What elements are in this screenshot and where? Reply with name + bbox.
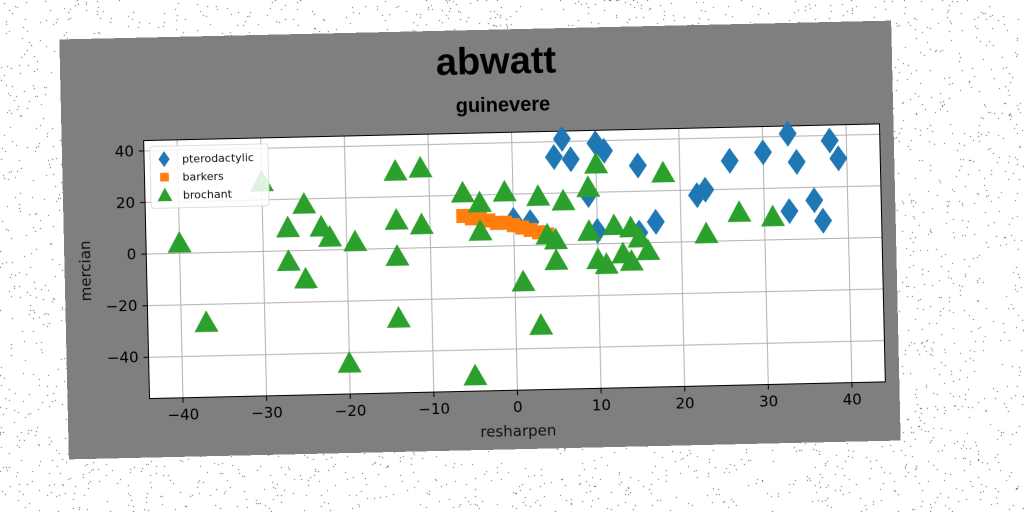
x-tick-label: 20: [675, 394, 694, 412]
x-grid-line: [678, 128, 686, 387]
brochant-point: [651, 160, 676, 183]
brochant-point: [511, 269, 536, 292]
brochant-point: [292, 192, 317, 214]
pterodactylic-point: [720, 147, 739, 174]
brochant-point: [727, 200, 752, 223]
brochant-point: [463, 363, 488, 386]
x-tick-label: −20: [335, 402, 367, 421]
brochant-point: [385, 244, 410, 267]
pterodactylic-point: [814, 207, 833, 234]
chart-title: abwatt: [435, 39, 557, 84]
legend: pterodactylic barkers brochant: [149, 143, 270, 209]
legend-label-brochant: brochant: [183, 188, 233, 202]
legend-marker-pterodactylic: [158, 151, 170, 168]
brochant-point: [408, 155, 433, 178]
x-grid-line: [343, 136, 351, 394]
x-tick-label: 10: [592, 396, 611, 414]
y-tick-label: 20: [116, 194, 135, 212]
brochant-point: [337, 351, 362, 373]
brochant-point: [343, 229, 368, 252]
brochant-point: [636, 238, 661, 261]
brochant-point: [450, 180, 475, 203]
x-tick-label: 30: [759, 392, 778, 410]
pterodactylic-point: [544, 144, 563, 171]
x-axis-label: resharpen: [480, 421, 556, 441]
brochant-point: [386, 306, 411, 328]
y-grid-line: [148, 340, 885, 358]
brochant-point: [194, 310, 219, 333]
chart-card: abwatt guinevere −40 −30 −20 −10 0 10 20 30 40 −4…: [59, 20, 901, 460]
y-tick-label: 0: [126, 245, 136, 263]
x-tick-label: 40: [843, 390, 862, 408]
pterodactylic-point: [688, 182, 707, 209]
legend-marker-barkers: [160, 172, 169, 182]
pterodactylic-point: [805, 187, 824, 214]
y-grid-line: [147, 288, 884, 307]
pterodactylic-point: [696, 176, 715, 203]
brochant-point: [551, 188, 576, 211]
legend-marker-brochant: [157, 187, 173, 202]
pterodactylic-point: [753, 139, 772, 166]
y-tick-label: −20: [106, 297, 138, 316]
pterodactylic-point: [646, 208, 665, 235]
brochant-point: [627, 225, 652, 248]
legend-label-barkers: barkers: [182, 170, 224, 184]
brochant-point: [409, 212, 434, 235]
brochant-point: [577, 219, 602, 242]
pterodactylic-point: [628, 152, 647, 179]
brochant-point: [318, 225, 343, 247]
brochant-point: [293, 266, 318, 289]
brochant-point: [492, 179, 517, 202]
pterodactylic-point: [561, 146, 580, 173]
pterodactylic-point: [787, 148, 806, 175]
brochant-point: [694, 221, 719, 244]
brochant-point: [584, 151, 609, 174]
legend-label-pterodactylic: pterodactylic: [182, 151, 254, 166]
x-tick-label: −30: [251, 404, 283, 423]
y-axis-label: mercian: [76, 240, 95, 301]
x-grid-line: [761, 126, 769, 385]
x-tick-label: −40: [167, 405, 199, 424]
brochant-point: [276, 249, 301, 272]
y-grid-line: [146, 236, 883, 255]
x-tick-label: −10: [418, 400, 450, 419]
pterodactylic-point: [588, 217, 607, 244]
tick-labels: −40 −30 −20 −10 0 10 20 30 40 −40 −20 0 20 40: [106, 142, 862, 424]
y-tick-label: 40: [115, 142, 134, 160]
pterodactylic-point: [552, 125, 571, 152]
brochant-point: [276, 215, 301, 238]
pterodactylic-point: [780, 198, 799, 225]
scatter-chart: abwatt guinevere −40 −30 −20 −10 0 10 20 30 40−4…: [76, 39, 886, 441]
pterodactylic-point: [820, 127, 839, 154]
pterodactylic-point: [829, 145, 848, 172]
brochant-point: [384, 208, 409, 230]
data-marks: [167, 120, 848, 386]
plot-frame: [143, 123, 886, 400]
brochant-point: [576, 175, 601, 198]
x-grid-line: [845, 124, 853, 383]
x-tick-label: 0: [513, 398, 523, 416]
brochant-point: [526, 184, 551, 207]
brochant-point: [619, 249, 644, 272]
brochant-point: [594, 252, 619, 275]
brochant-point: [529, 313, 554, 336]
pterodactylic-point: [595, 137, 614, 164]
brochant-point: [602, 213, 627, 236]
brochant-point: [383, 159, 408, 181]
pterodactylic-point: [778, 120, 797, 147]
x-grid-line: [511, 132, 518, 391]
brochant-point: [167, 231, 192, 253]
legend-box: [149, 143, 270, 209]
chart-subtitle: guinevere: [455, 93, 550, 117]
brochant-point: [544, 227, 569, 250]
brochant-point: [544, 248, 569, 271]
brochant-point: [761, 204, 786, 227]
brochant-point: [467, 190, 492, 213]
brochant-point: [468, 219, 493, 241]
y-tick-label: −40: [107, 348, 139, 367]
